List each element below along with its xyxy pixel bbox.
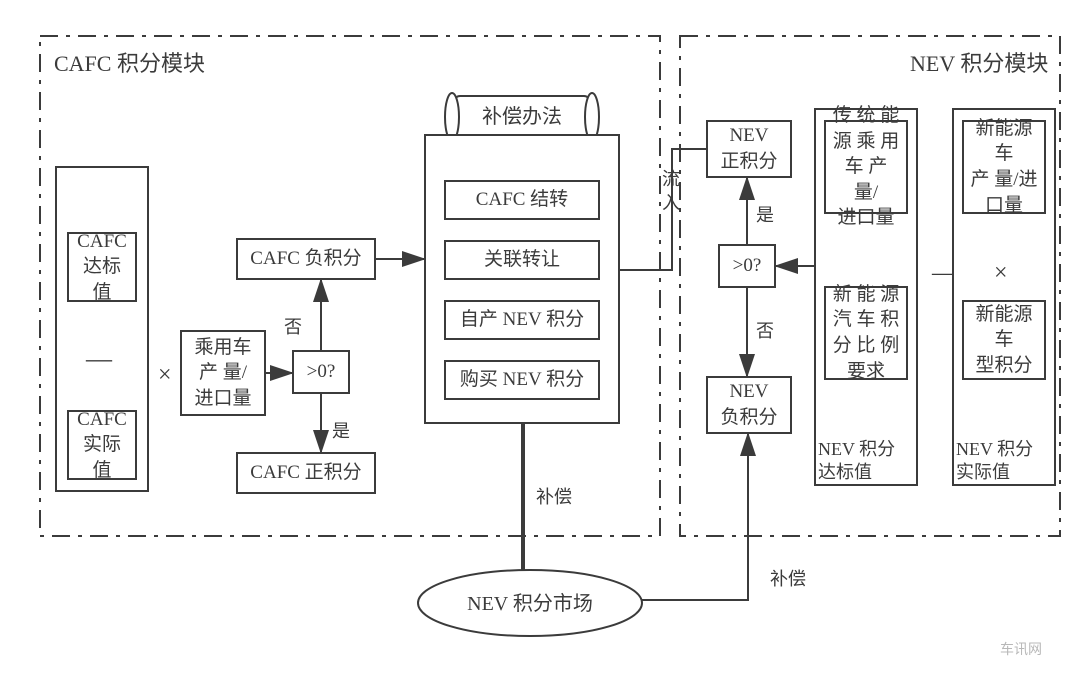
cafc_pos: CAFC 正积分 (236, 452, 376, 494)
market: NEV 积分市场 (418, 591, 642, 617)
watermark: 车讯网 (1000, 642, 1042, 660)
nev_ratio: 新 能 源 汽 车 积 分 比 例 要求 (824, 286, 908, 380)
gt0_left: >0? (292, 350, 350, 394)
pv_vol: 乘用车 产 量/ 进口量 (180, 330, 266, 416)
gt0_right: >0? (718, 244, 776, 288)
comp_title: 补偿办法 (454, 104, 590, 130)
nev_pos: NEV 正积分 (706, 120, 792, 178)
nev_model: 新能源车 型积分 (962, 300, 1046, 380)
nev_act_lbl: NEV 积分 实际值 (956, 438, 1033, 485)
nev_prod: 新能源车 产 量/进 口量 (962, 120, 1046, 214)
no_right: 否 (756, 320, 774, 343)
cafc_target: CAFC 达标值 (67, 232, 137, 302)
times2: × (994, 258, 1008, 289)
trad_vol: 传 统 能 源 乘 用 车 产 量/ 进口量 (824, 120, 908, 214)
cafc_carry: CAFC 结转 (444, 180, 600, 220)
nev_std_lbl: NEV 积分 达标值 (818, 438, 895, 485)
times1: × (158, 360, 172, 391)
minus: — (86, 342, 112, 376)
flow_in: 流 (662, 168, 680, 191)
self_nev: 自产 NEV 积分 (444, 300, 600, 340)
rel_transfer: 关联转让 (444, 240, 600, 280)
flow_in2: 入 (662, 192, 680, 215)
cafc_actual: CAFC 实际值 (67, 410, 137, 480)
yes_right: 是 (756, 204, 774, 227)
cafc_neg: CAFC 负积分 (236, 238, 376, 280)
module-title-nev: NEV 积分模块 (910, 50, 1048, 79)
no_left: 否 (284, 316, 302, 339)
buy_nev: 购买 NEV 积分 (444, 360, 600, 400)
diagram-stage: CAFC 积分模块 NEV 积分模块 CAFC 达标值 CAFC 实际值 — × 乘用车 产… (0, 0, 1080, 679)
compensate_left: 补偿 (536, 486, 572, 509)
yes_left: 是 (332, 420, 350, 443)
nev_neg: NEV 负积分 (706, 376, 792, 434)
compensate_right: 补偿 (770, 568, 806, 591)
module-title-cafc: CAFC 积分模块 (54, 50, 205, 79)
